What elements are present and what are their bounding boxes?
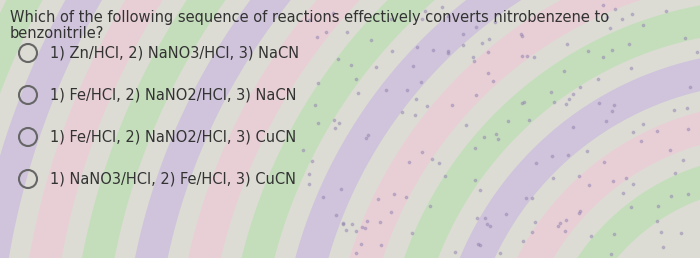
- Point: [468, 59, 480, 63]
- Point: [416, 149, 427, 154]
- Point: [388, 192, 399, 196]
- Point: [679, 36, 690, 41]
- Point: [658, 245, 669, 249]
- Point: [547, 154, 558, 158]
- Point: [320, 30, 331, 34]
- Point: [568, 92, 579, 96]
- Point: [577, 15, 588, 19]
- Point: [665, 194, 676, 198]
- Point: [475, 188, 486, 192]
- Point: [492, 136, 503, 141]
- Polygon shape: [434, 51, 700, 258]
- Polygon shape: [122, 0, 700, 258]
- Point: [517, 54, 528, 58]
- Point: [469, 178, 480, 182]
- Point: [342, 30, 353, 34]
- Point: [522, 53, 533, 58]
- Point: [554, 221, 566, 225]
- Point: [356, 224, 368, 229]
- Point: [601, 119, 612, 123]
- Point: [467, 55, 478, 59]
- Point: [626, 205, 637, 209]
- Point: [350, 251, 361, 255]
- Point: [548, 100, 559, 104]
- Point: [503, 118, 514, 123]
- Point: [311, 35, 322, 39]
- Point: [558, 69, 569, 73]
- Point: [416, 17, 428, 21]
- Point: [560, 102, 571, 106]
- Point: [365, 38, 377, 42]
- Point: [360, 136, 372, 140]
- Point: [361, 219, 372, 223]
- Text: 1) Fe/HCl, 2) NaNO2/HCl, 3) NaCN: 1) Fe/HCl, 2) NaNO2/HCl, 3) NaCN: [50, 87, 297, 102]
- Point: [359, 226, 370, 230]
- Point: [375, 243, 386, 247]
- Point: [478, 135, 489, 140]
- Point: [637, 23, 648, 27]
- Point: [606, 109, 617, 113]
- Point: [410, 113, 421, 117]
- Point: [491, 132, 502, 136]
- Point: [480, 216, 491, 220]
- Point: [346, 63, 357, 67]
- Point: [552, 224, 563, 228]
- Point: [401, 87, 412, 92]
- Point: [531, 162, 542, 166]
- Point: [560, 218, 571, 222]
- Point: [385, 17, 396, 21]
- Polygon shape: [278, 0, 700, 258]
- Point: [298, 148, 309, 152]
- Point: [574, 209, 585, 213]
- Point: [457, 43, 468, 47]
- Point: [397, 110, 408, 114]
- Point: [517, 239, 528, 243]
- Point: [681, 106, 692, 110]
- Point: [608, 103, 620, 107]
- Point: [627, 182, 638, 186]
- Point: [482, 71, 493, 76]
- Point: [583, 182, 594, 187]
- Point: [609, 7, 620, 11]
- Point: [692, 50, 700, 54]
- Point: [380, 88, 391, 92]
- Point: [608, 179, 619, 183]
- Point: [545, 90, 557, 94]
- Text: 1) Fe/HCl, 2) NaNO2/HCl, 3) CuCN: 1) Fe/HCl, 2) NaNO2/HCl, 3) CuCN: [50, 130, 296, 144]
- Point: [682, 192, 693, 196]
- Point: [652, 219, 663, 223]
- Point: [685, 85, 696, 89]
- Point: [312, 81, 323, 85]
- Point: [433, 161, 444, 165]
- Point: [407, 63, 418, 68]
- Point: [458, 32, 469, 36]
- Point: [526, 230, 538, 235]
- Point: [529, 220, 540, 224]
- Point: [477, 41, 488, 45]
- Point: [386, 49, 398, 53]
- Point: [461, 123, 472, 127]
- Point: [581, 149, 592, 153]
- Point: [573, 174, 584, 179]
- Point: [602, 14, 613, 19]
- Point: [363, 133, 374, 137]
- Point: [516, 101, 527, 106]
- Point: [638, 122, 649, 126]
- Point: [575, 85, 586, 89]
- Point: [474, 243, 485, 247]
- Point: [609, 232, 620, 236]
- Point: [564, 98, 575, 102]
- Point: [374, 220, 386, 224]
- Point: [664, 148, 676, 152]
- Text: 1) NaNO3/HCl, 2) Fe/HCl, 3) CuCN: 1) NaNO3/HCl, 2) Fe/HCl, 3) CuCN: [50, 172, 296, 187]
- Point: [636, 139, 647, 143]
